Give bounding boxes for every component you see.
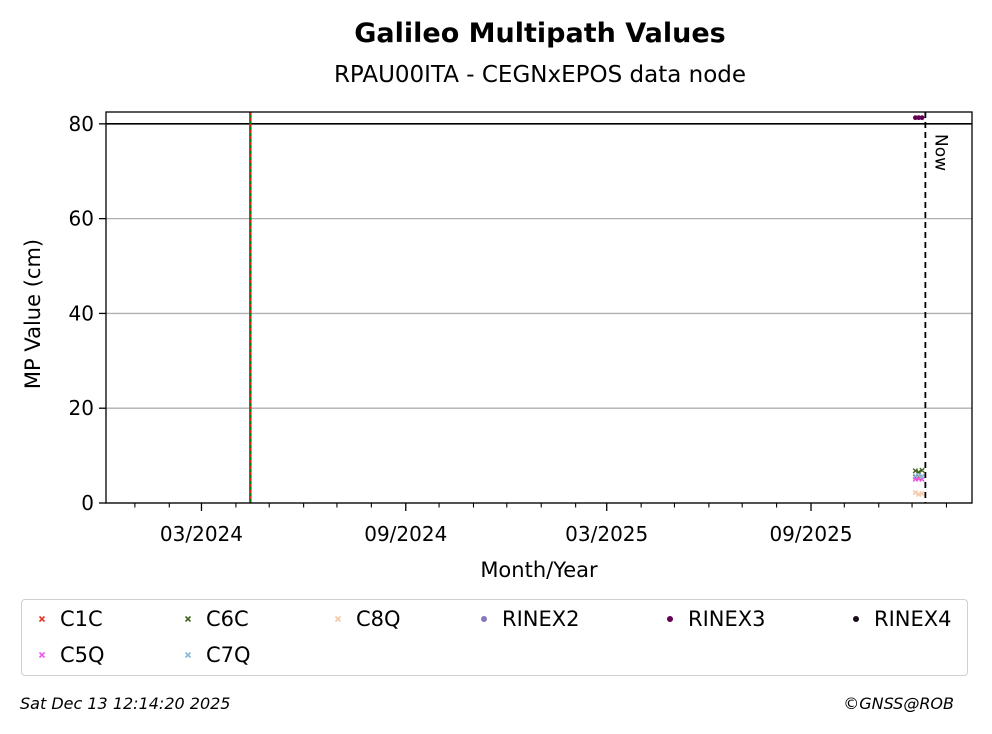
point-c6c [912, 468, 919, 474]
y-tick-label: 0 [81, 491, 94, 515]
point-stroke [916, 491, 922, 498]
legend-marker-stroke [184, 651, 192, 659]
legend-marker-stroke [334, 615, 342, 623]
event-layer: Now [106, 112, 972, 503]
legend-marker-c7q [184, 651, 192, 659]
plot-frame [105, 111, 973, 504]
legend-marker-c5q [38, 651, 46, 659]
point-stroke [919, 490, 925, 497]
legend-marker-dot [853, 616, 859, 622]
point-rinex3 [912, 115, 918, 121]
legend-marker-rinex4 [853, 616, 859, 622]
legend-marker-stroke [38, 651, 46, 659]
legend-marker-rinex2 [481, 616, 487, 622]
legend-marker-c6c [184, 615, 192, 623]
multipath-chart: Galileo Multipath Values RPAU00ITA - CEG… [21, 18, 973, 582]
legend-marker-stroke [184, 615, 192, 623]
legend-label: RINEX3 [688, 607, 766, 631]
axis-layer: 0 20 40 60 80 03/2024 09/2024 03/2025 09/2025 [69, 112, 948, 546]
legend-marker-dot [667, 616, 673, 622]
point-rinex3 [916, 115, 922, 121]
legend-label: C5Q [60, 643, 105, 667]
legend-marker-c1c [38, 615, 46, 623]
chart-legend: C1C C6C C8Q RINEX2 RINEX3 RINEX4 C5Q C7Q [21, 599, 968, 676]
legend-marker-c8q [334, 615, 342, 623]
legend-label: C8Q [356, 607, 401, 631]
point-c8q [912, 489, 919, 496]
legend-label: C6C [206, 607, 249, 631]
point-rinex3 [919, 115, 925, 121]
point-stroke [912, 489, 919, 496]
x-tick-label: 09/2024 [364, 522, 447, 546]
point-stroke [919, 467, 925, 473]
legend-label: RINEX4 [874, 607, 952, 631]
y-tick-label: 20 [69, 396, 94, 420]
y-tick-label: 40 [69, 301, 94, 325]
now-label: Now [930, 134, 950, 171]
legend-label: C7Q [206, 643, 251, 667]
legend-label: C1C [60, 607, 103, 631]
y-tick-label: 60 [69, 207, 94, 231]
legend-marker-stroke [38, 615, 46, 623]
x-tick-label: 09/2025 [769, 522, 852, 546]
chart-subtitle: RPAU00ITA - CEGNxEPOS data node [334, 62, 746, 88]
points-layer [912, 115, 925, 498]
legend-marker-rinex3 [667, 616, 673, 622]
legend-label: RINEX2 [502, 607, 580, 631]
x-tick-label: 03/2024 [160, 522, 243, 546]
footer-copyright: ©GNSS@ROB [843, 694, 954, 713]
point-c7q [919, 473, 925, 480]
x-axis-label: Month/Year [480, 558, 598, 582]
point-stroke [919, 473, 925, 480]
point-stroke [916, 474, 922, 481]
x-tick-label: 03/2025 [565, 522, 648, 546]
point-stroke [912, 468, 919, 474]
grid-layer [106, 123, 972, 504]
chart-title: Galileo Multipath Values [354, 18, 726, 49]
point-c6c [919, 467, 925, 473]
point-c8q [919, 490, 925, 497]
legend-marker-dot [481, 616, 487, 622]
footer-timestamp: Sat Dec 13 12:14:20 2025 [20, 694, 231, 713]
y-axis-label: MP Value (cm) [21, 239, 45, 389]
y-tick-label: 80 [69, 112, 94, 136]
